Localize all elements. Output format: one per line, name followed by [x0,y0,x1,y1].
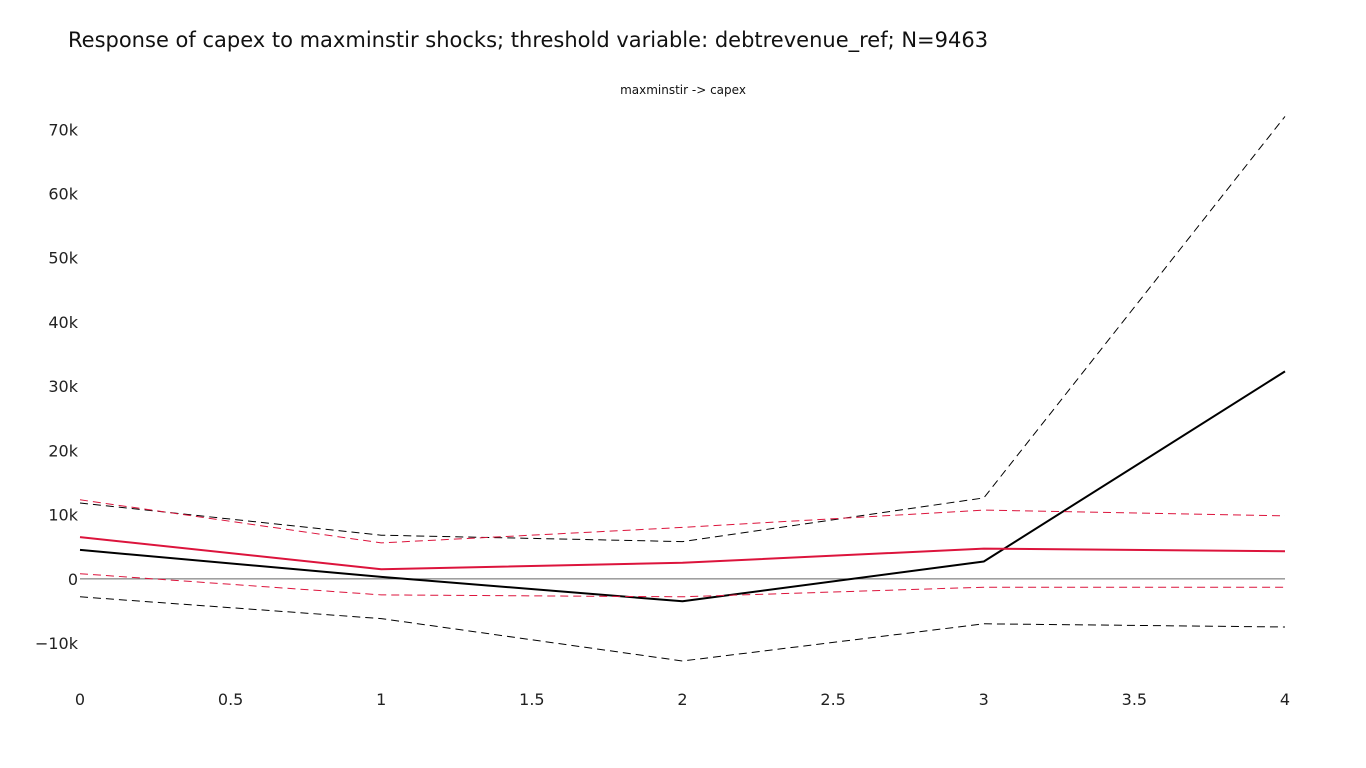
y-tick-label: 30k [48,377,78,396]
y-tick-label: 20k [48,441,78,460]
subplot-title: maxminstir -> capex [620,83,746,97]
y-tick-label: 10k [48,506,78,525]
series-group [79,116,1286,662]
y-tick-label: 50k [48,249,78,268]
x-tick-label: 3.5 [1122,690,1147,709]
x-tick-label: 2 [677,690,687,709]
x-axis-ticks: 0 0.5 1 1.5 2 2.5 3 3.5 4 [75,690,1290,709]
y-tick-label: 0 [68,570,78,589]
series-line-2 [79,116,1286,543]
y-tick-label: 70k [48,120,78,139]
x-tick-label: 0 [75,690,85,709]
x-tick-label: 0.5 [218,690,243,709]
y-tick-label: 60k [48,184,78,203]
series-line-5 [79,499,1286,544]
y-tick-label: −10k [35,634,79,653]
series-line-1 [79,370,1286,603]
x-tick-label: 1.5 [519,690,544,709]
x-tick-label: 4 [1280,690,1290,709]
y-tick-label: 40k [48,313,78,332]
y-axis-ticks: −10k 0 10k 20k 30k 40k 50k 60k 70k [35,120,79,653]
x-tick-label: 3 [979,690,989,709]
x-tick-label: 2.5 [820,690,845,709]
series-line-4 [79,536,1286,571]
series-line-3 [79,596,1286,662]
series-line-6 [79,573,1285,598]
x-tick-label: 1 [376,690,386,709]
chart-title: Response of capex to maxminstir shocks; … [68,28,989,52]
